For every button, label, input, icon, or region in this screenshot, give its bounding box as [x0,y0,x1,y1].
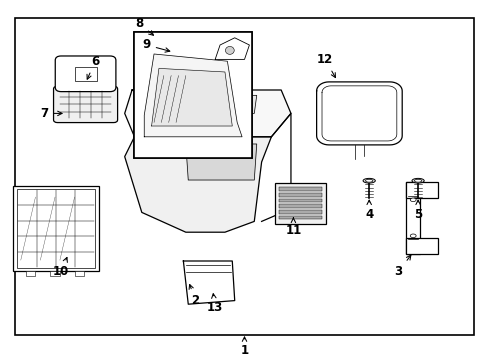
Bar [14,186,99,271]
Text: 9: 9 [142,39,169,52]
Bar [134,32,251,158]
Bar [405,182,419,254]
Polygon shape [183,261,234,304]
Ellipse shape [362,178,375,183]
Bar [134,32,251,158]
Bar [50,271,60,276]
Ellipse shape [365,179,372,182]
Polygon shape [144,54,242,137]
Bar [278,199,322,202]
Ellipse shape [411,178,424,183]
Bar [405,238,437,254]
Text: 12: 12 [316,53,335,77]
Polygon shape [185,144,256,180]
Text: 13: 13 [206,294,223,314]
Text: 10: 10 [53,257,69,278]
Text: 8: 8 [135,17,153,35]
Polygon shape [151,95,256,113]
Bar [278,210,322,214]
Text: 7: 7 [40,107,62,120]
Bar [74,67,96,81]
Bar [405,182,437,198]
Bar [26,271,36,276]
FancyBboxPatch shape [53,86,117,122]
Bar [278,187,322,191]
Polygon shape [215,38,249,59]
Text: 5: 5 [413,200,421,221]
Text: 11: 11 [285,218,301,237]
Bar [278,204,322,208]
Bar [278,193,322,197]
Text: 1: 1 [240,337,248,357]
Polygon shape [124,137,271,232]
Ellipse shape [225,46,234,54]
FancyBboxPatch shape [55,56,116,91]
Bar [134,32,251,158]
Bar [75,271,84,276]
Polygon shape [171,99,207,108]
Bar [18,189,95,268]
Bar [278,216,322,219]
Text: 3: 3 [394,255,410,278]
Text: 2: 2 [189,284,199,307]
Ellipse shape [409,234,415,238]
Text: 6: 6 [87,55,99,79]
Ellipse shape [409,198,415,202]
Bar [274,183,325,224]
Polygon shape [151,68,232,126]
Polygon shape [124,90,290,137]
Text: 4: 4 [365,200,372,221]
Polygon shape [316,82,401,145]
Ellipse shape [414,179,421,182]
Bar [15,18,473,335]
